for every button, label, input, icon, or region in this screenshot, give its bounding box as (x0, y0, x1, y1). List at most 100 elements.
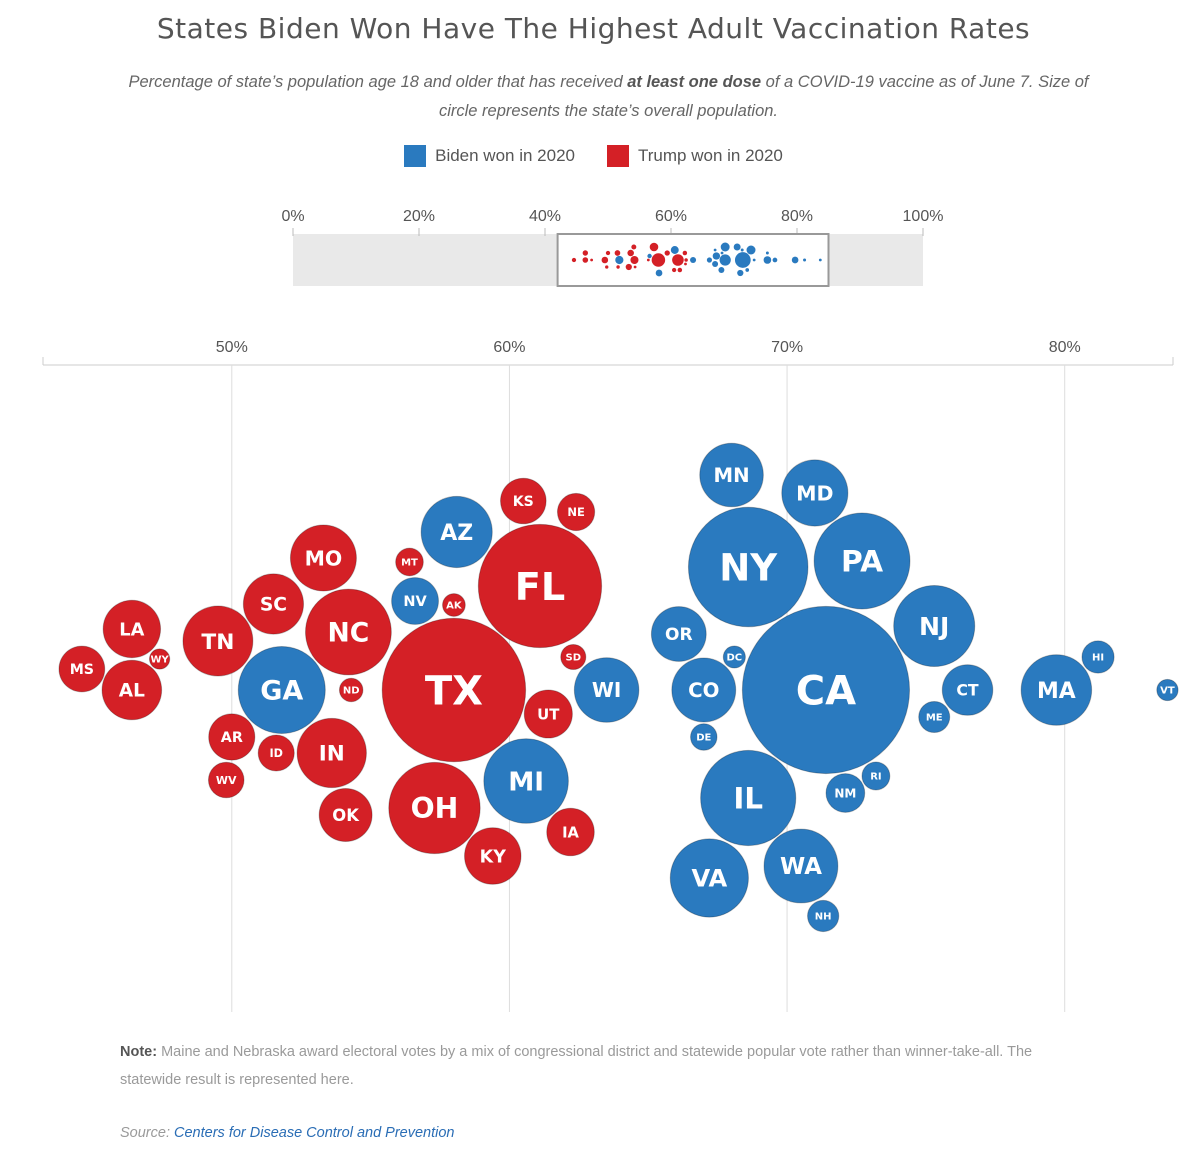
overview-dot (712, 252, 721, 260)
state-circle (671, 657, 737, 723)
chart-title: States Biden Won Have The Highest Adult … (156, 12, 1031, 45)
state-label: IL (733, 782, 763, 816)
state-circle (338, 677, 364, 703)
state-label: SC (260, 595, 287, 616)
state-bubble-ia: IA (546, 807, 595, 857)
state-circle (893, 584, 976, 668)
source-link[interactable]: Centers for Disease Control and Preventi… (174, 1125, 455, 1141)
state-circle (781, 459, 849, 527)
state-bubble-ar: AR (208, 713, 256, 761)
state-bubble-mn: MN (699, 442, 764, 508)
state-circle (207, 761, 245, 799)
overview-dot (631, 244, 637, 250)
x-tick-label: 80% (1049, 339, 1081, 356)
state-bubble-nm: NM (825, 773, 866, 813)
state-bubble-wy: WY (148, 648, 171, 670)
state-circle (148, 648, 171, 670)
state-label: KS (513, 494, 534, 510)
state-label: DC (727, 653, 743, 664)
legend: Biden won in 2020 Trump won in 2020 (0, 145, 1187, 167)
state-circle (208, 713, 256, 761)
state-circle (741, 605, 911, 775)
overview-dot (733, 243, 741, 251)
overview-dot (672, 267, 677, 273)
state-bubble-nj: NJ (893, 584, 976, 668)
overview-dot (752, 258, 756, 262)
overview-dot (684, 262, 687, 266)
overview-dot (582, 250, 589, 256)
state-bubble-oh: OH (388, 761, 481, 855)
state-bubble-or: OR (650, 606, 707, 662)
state-label: MI (508, 767, 544, 797)
overview-dot (720, 251, 724, 255)
overview-dot (633, 265, 637, 269)
overview-dot (655, 269, 663, 277)
state-label: UT (537, 705, 560, 723)
overview-dot (590, 258, 594, 262)
overview-dot (677, 267, 683, 273)
overview-tick-label: 0% (281, 208, 304, 225)
state-bubble-ks: KS (500, 477, 547, 525)
state-circle (650, 606, 707, 662)
overview-dot (740, 248, 744, 252)
state-circle (102, 599, 162, 659)
state-bubble-ne: NE (556, 492, 596, 532)
state-circle (807, 899, 840, 933)
state-bubble-nd: ND (338, 677, 364, 703)
state-bubble-ak: AK (442, 593, 466, 617)
state-circle (722, 645, 746, 669)
x-tick-label: 70% (771, 339, 803, 356)
state-circle (560, 643, 587, 671)
state-bubble-tn: TN (182, 605, 254, 677)
state-bubble-al: AL (101, 659, 163, 721)
overview-dot (746, 245, 756, 255)
overview-dot (745, 268, 750, 272)
overview-tick-label: 100% (903, 208, 944, 225)
state-circle (1081, 640, 1115, 674)
state-bubble-id: ID (257, 734, 295, 772)
overview-dot (672, 254, 684, 266)
state-circle (395, 547, 424, 577)
state-bubble-sd: SD (560, 643, 587, 671)
state-bubble-tx: TX (381, 617, 527, 763)
main-plot: 50% 60% 70% 80% CA TX FL NY PA IL OH GA NC MI NJ VA WA AZ… (42, 339, 1179, 1012)
overview-dot (582, 257, 589, 263)
overview-dot (818, 258, 822, 262)
state-bubble-il: IL (700, 749, 797, 847)
state-label: ND (343, 686, 360, 697)
overview-dot (706, 257, 713, 263)
state-circle (918, 700, 951, 734)
state-label: PA (841, 545, 883, 580)
legend-label-biden: Biden won in 2020 (435, 146, 575, 165)
state-bubble-me: ME (918, 700, 951, 734)
state-label: NY (719, 546, 778, 589)
state-bubble-co: CO (671, 657, 737, 723)
state-label: OR (665, 625, 693, 645)
state-bubble-wa: WA (763, 828, 839, 904)
state-circle (573, 657, 640, 723)
overview-tick-label: 20% (403, 208, 435, 225)
state-circle (861, 761, 891, 791)
state-label: CA (796, 668, 856, 714)
state-bubble-vt: VT (1156, 678, 1179, 702)
legend-label-trump: Trump won in 2020 (638, 146, 783, 165)
state-circle (296, 717, 367, 789)
x-tick-label: 60% (493, 339, 525, 356)
state-label: VT (1160, 686, 1175, 697)
chart-subtitle: Percentage of state’s population age 18 … (128, 73, 1089, 120)
state-label: VA (691, 865, 727, 893)
state-label: MT (401, 558, 418, 569)
state-circle (699, 442, 764, 508)
state-bubble-mi: MI (483, 738, 569, 824)
state-label: HI (1092, 653, 1104, 664)
state-circle (257, 734, 295, 772)
state-bubble-mt: MT (395, 547, 424, 577)
state-label: IA (562, 824, 579, 841)
state-circle (1156, 678, 1179, 702)
state-circle (669, 838, 749, 918)
state-bubble-ca: CA (741, 605, 911, 775)
state-label: NV (403, 594, 427, 610)
state-circle (305, 588, 392, 676)
state-circle (700, 749, 797, 847)
state-circle (546, 807, 595, 857)
